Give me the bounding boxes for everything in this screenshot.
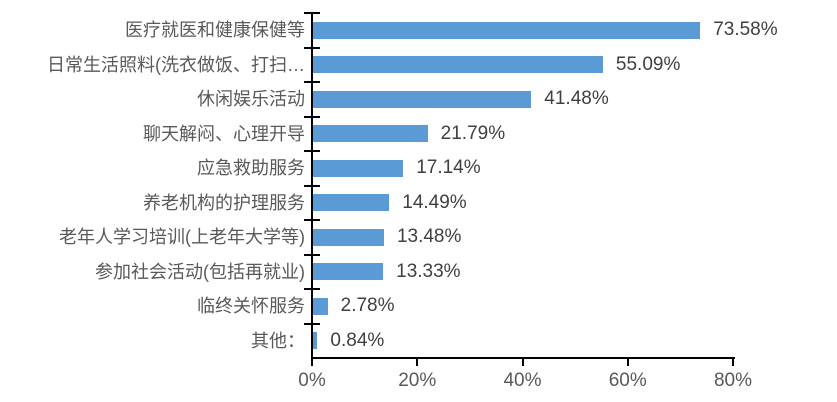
bar <box>313 159 404 177</box>
x-tick-label: 0% <box>298 370 326 391</box>
category-label: 聊天解闷、心理开导 <box>143 123 305 144</box>
category-label: 老年人学习培训(上老年大学等) <box>59 227 305 247</box>
value-label: 41.48% <box>544 88 609 109</box>
bar <box>313 297 328 315</box>
y-axis-tick <box>304 12 320 14</box>
category-label: 医疗就医和健康保健等 <box>125 20 305 40</box>
value-label: 73.58% <box>713 19 778 40</box>
x-tick-label: 20% <box>398 370 437 391</box>
bar <box>313 21 701 39</box>
x-axis-tick <box>732 357 734 366</box>
category-label: 参加社会活动(包括再就业) <box>95 261 305 282</box>
bar <box>313 263 384 281</box>
bar <box>313 125 428 143</box>
x-axis-tick <box>416 357 419 366</box>
x-axis-tick <box>626 357 629 366</box>
value-label: 17.14% <box>416 157 481 178</box>
category-label: 临终关怀服务 <box>197 296 305 316</box>
x-tick-label: 80% <box>713 370 753 391</box>
value-label: 0.84% <box>330 329 385 351</box>
y-axis-tick <box>304 253 320 256</box>
value-label: 13.48% <box>396 226 462 247</box>
y-axis-tick <box>304 115 320 118</box>
y-axis-tick <box>304 184 320 187</box>
bar <box>313 332 318 350</box>
bar <box>313 228 384 246</box>
category-label: 其他： <box>251 330 305 351</box>
x-axis-tick <box>311 357 313 366</box>
y-axis-tick <box>304 288 320 290</box>
y-axis-tick <box>304 150 320 152</box>
x-axis-tick <box>521 357 524 366</box>
y-axis-tick <box>304 81 320 83</box>
bar <box>313 56 603 74</box>
category-label: 应急救助服务 <box>197 158 305 178</box>
value-label: 55.09% <box>615 53 681 75</box>
value-label: 13.33% <box>396 260 461 282</box>
value-label: 14.49% <box>402 191 467 213</box>
category-label: 养老机构的护理服务 <box>143 192 305 213</box>
value-label: 2.78% <box>340 295 395 316</box>
x-tick-label: 60% <box>608 370 647 391</box>
category-label: 日常生活照料(洗衣做饭、打扫… <box>47 54 305 75</box>
category-label: 休闲娱乐活动 <box>197 89 305 109</box>
bar <box>313 90 532 108</box>
value-label: 21.79% <box>440 122 506 144</box>
y-axis-tick <box>304 219 320 221</box>
bar <box>313 194 390 212</box>
y-axis-tick <box>304 46 320 49</box>
x-tick-label: 40% <box>503 370 542 391</box>
y-axis-tick <box>304 322 320 325</box>
